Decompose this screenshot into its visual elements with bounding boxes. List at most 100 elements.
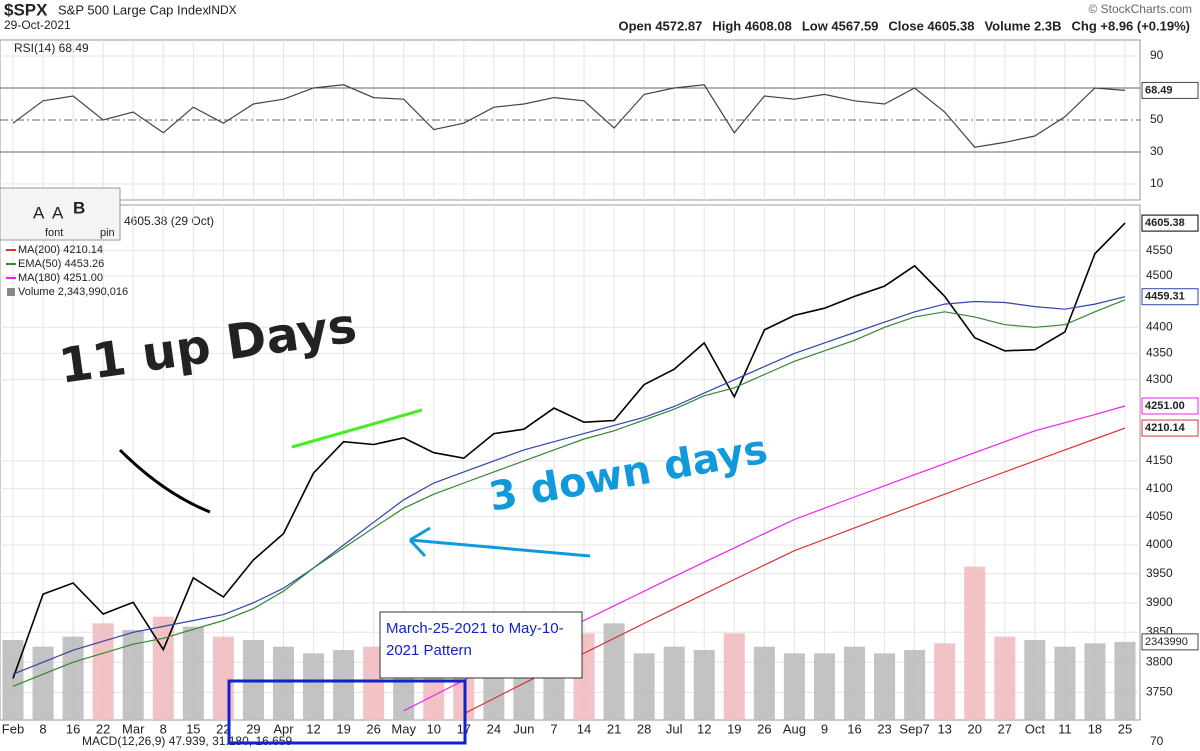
y-tick-label: 90 [1150, 48, 1164, 62]
x-tick-label: Oct [1025, 721, 1046, 736]
macd-tick: 70 [1150, 734, 1164, 748]
x-tick-label: Aug [783, 721, 806, 736]
volume-bar [1054, 646, 1076, 720]
y-tick-label: 3900 [1146, 595, 1173, 609]
font-button[interactable]: A [52, 203, 64, 222]
y-tick-label: 4550 [1146, 243, 1173, 257]
volume-bar [1024, 640, 1046, 720]
y-tick-label: 4000 [1146, 537, 1173, 551]
last-value-label: 4605.38 [1145, 217, 1185, 229]
x-tick-label: 14 [577, 721, 591, 736]
y-tick-label: 4150 [1146, 453, 1173, 467]
x-tick-label: Sep7 [899, 721, 929, 736]
x-tick-label: 24 [487, 721, 501, 736]
x-tick-label: 16 [847, 721, 861, 736]
x-tick-label: 20 [967, 721, 981, 736]
y-tick-label: 4400 [1146, 319, 1173, 333]
series-line [12, 84, 1126, 148]
x-tick-label: 27 [998, 721, 1012, 736]
annotation-box-text: March-25-2021 to May-10-2021 Pattern [386, 620, 564, 659]
quote-item: Volume 2.3B [984, 18, 1061, 33]
annotation-text: March-25-2021 to May-10-2021 Pattern [386, 620, 564, 659]
highlight-box [227, 679, 467, 745]
volume-bar [272, 646, 295, 720]
legend-entry: Volume 2,343,990,016 [18, 286, 128, 298]
arrow [118, 448, 211, 514]
volume-bar [2, 640, 24, 720]
volume-bar [603, 623, 625, 720]
x-tick-label: 26 [366, 721, 380, 736]
x-tick-label: 8 [39, 721, 46, 736]
volume-bar [904, 650, 926, 720]
font-label: font [45, 227, 63, 239]
volume-bar [1084, 643, 1106, 720]
last-value-label: 68.49 [1145, 84, 1173, 96]
legend-entry: MA(180) 4251.00 [18, 272, 103, 284]
x-tick-label: 22 [216, 721, 230, 736]
volume-bar [122, 630, 144, 720]
x-tick-label: 12 [697, 721, 711, 736]
volume-bar [723, 633, 745, 720]
pin-label: pin [100, 227, 115, 239]
x-tick-label: May [391, 721, 416, 736]
volume-bar [363, 646, 385, 720]
volume-bar [964, 566, 986, 720]
x-tick-label: 16 [66, 721, 80, 736]
quote-item: Open 4572.87 [618, 18, 702, 33]
y-tick-label: 30 [1150, 144, 1164, 158]
font-button[interactable]: A [33, 203, 45, 222]
y-tick-label: 3750 [1146, 685, 1173, 699]
legend-entry: MA(200) 4210.14 [18, 244, 103, 256]
y-tick-label: 10 [1150, 176, 1164, 190]
y-tick-label: 3800 [1146, 654, 1173, 668]
exchange: INDX [208, 3, 237, 17]
bold-button[interactable]: B [73, 198, 85, 217]
quote-item: Low 4567.59 [802, 18, 879, 33]
last-label-box [1141, 81, 1199, 99]
x-tick-label: 29 [246, 721, 260, 736]
y-tick-label: 4500 [1146, 268, 1173, 282]
toolbar: A A B font pin [0, 187, 121, 241]
x-tick-label: 10 [427, 721, 441, 736]
volume-bar [92, 623, 114, 720]
legend-entry: EMA(50) 4453.26 [18, 258, 104, 270]
x-tick-label: 7 [550, 721, 557, 736]
series-line [12, 296, 1126, 675]
volume-bar [994, 636, 1016, 720]
volume-bar [934, 643, 956, 720]
volume-bar [874, 653, 896, 720]
last-value-label: 4251.00 [1145, 400, 1185, 412]
volume-bar [32, 646, 54, 720]
date: 29-Oct-2021 [4, 18, 71, 32]
volume-bar [813, 653, 835, 720]
volume-bar [633, 653, 655, 720]
symbol: $SPX [4, 0, 48, 19]
volume-bar [693, 650, 715, 720]
volume-bar [1114, 641, 1136, 720]
x-tick-label: 21 [607, 721, 621, 736]
x-tick-label: 9 [821, 721, 828, 736]
x-tick-label: 23 [877, 721, 891, 736]
quote-item: Close 4605.38 [888, 18, 974, 33]
quote-item: Chg +8.96 (+0.19%) [1072, 18, 1191, 33]
y-tick-label: 4050 [1146, 509, 1173, 523]
x-tick-label: Mar [122, 721, 145, 736]
toolbar-box [0, 187, 121, 241]
last-value-label: 2343990 [1145, 636, 1188, 648]
volume-bar [303, 653, 325, 720]
rsi-title: RSI(14) 68.49 [14, 41, 89, 55]
series-line [12, 222, 1126, 679]
x-tick-label: 8 [160, 721, 167, 736]
volume-bar [62, 636, 84, 720]
arrow [408, 526, 591, 558]
x-tick-label: Feb [2, 721, 24, 736]
volume-bar [663, 646, 685, 720]
x-tick-label: Jun [513, 721, 534, 736]
last-value-label: 4210.14 [1145, 422, 1186, 434]
volume-bar [843, 646, 866, 720]
quote-item: High 4608.08 [712, 18, 792, 33]
x-tick-label: 22 [96, 721, 110, 736]
price-title: 4605.38 (29 Oct) [124, 214, 214, 228]
